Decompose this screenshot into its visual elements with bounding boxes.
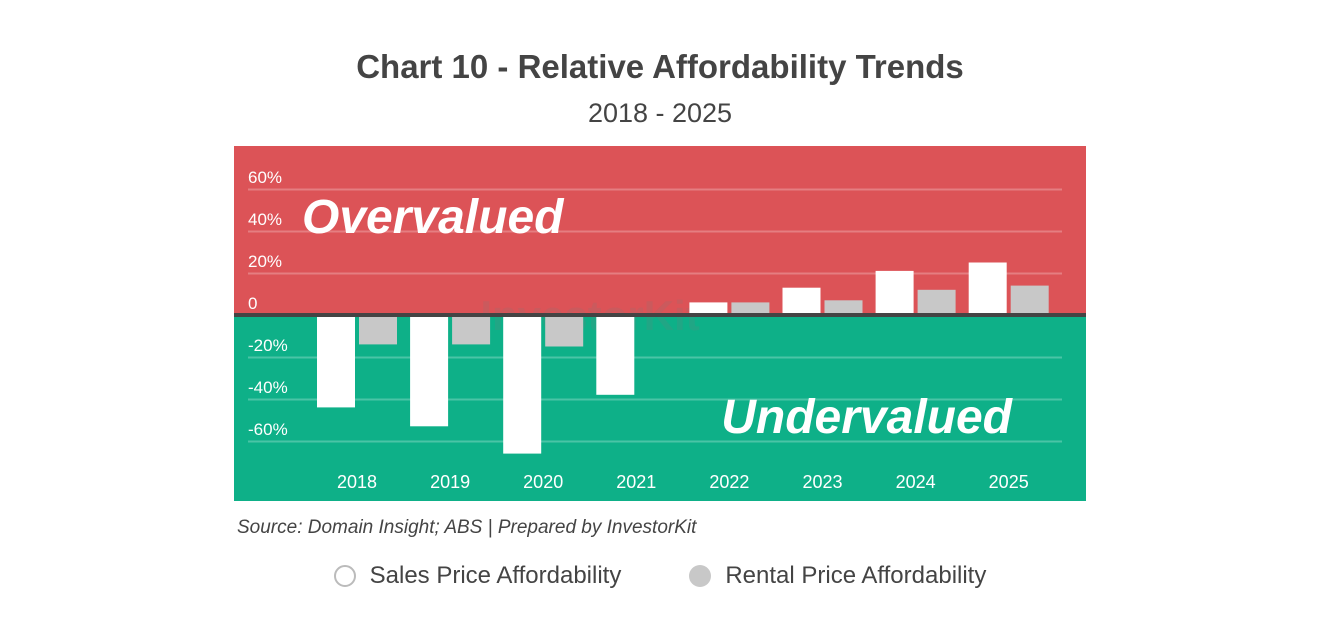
x-tick-label: 2022 — [709, 472, 749, 492]
legend-label-sales: Sales Price Affordability — [369, 562, 622, 589]
x-tick-label: 2019 — [430, 472, 470, 492]
x-tick-label: 2018 — [337, 472, 377, 492]
legend: Sales Price Affordability Rental Price A… — [0, 562, 1320, 590]
x-tick-label: 2021 — [616, 472, 656, 492]
bar-rental-2023 — [824, 300, 863, 315]
overvalued-region — [234, 146, 1086, 315]
bar-sales-2019 — [410, 315, 449, 427]
chart-subtitle: 2018 - 2025 — [587, 98, 733, 128]
bar-rental-2025 — [1010, 285, 1049, 315]
legend-item-rental[interactable]: Rental Price Affordability — [689, 562, 986, 590]
legend-swatch-sales-icon — [333, 565, 356, 587]
y-tick-label: 60% — [248, 168, 282, 187]
bar-sales-2021 — [596, 315, 635, 395]
chart-title: Chart 10 - Relative Affordability Trends — [356, 48, 964, 85]
bar-sales-2025 — [968, 262, 1007, 315]
y-tick-label: 40% — [248, 210, 282, 229]
y-tick-label: -60% — [248, 420, 288, 439]
bar-sales-2020 — [503, 315, 542, 454]
bar-rental-2018 — [359, 315, 397, 345]
bar-rental-2019 — [452, 315, 491, 345]
source-note: Source: Domain Insight; ABS | Prepared b… — [237, 517, 697, 538]
x-tick-label: 2020 — [523, 472, 563, 492]
bar-rental-2022 — [731, 302, 770, 315]
zero-line — [234, 313, 1086, 317]
bar-rental-2020 — [545, 315, 584, 347]
legend-item-sales[interactable]: Sales Price Affordability — [333, 562, 622, 590]
x-tick-label: 2023 — [802, 472, 842, 492]
x-tick-label: 2024 — [896, 472, 936, 492]
legend-label-rental: Rental Price Affordability — [725, 562, 987, 589]
bar-rental-2024 — [917, 289, 956, 315]
undervalued-region — [234, 315, 1086, 501]
overvalued-label: Overvalued — [302, 191, 565, 244]
bar-sales-2022 — [689, 302, 728, 315]
y-tick-label: 0 — [248, 294, 257, 313]
y-tick-label: -40% — [248, 378, 288, 397]
y-tick-label: -20% — [248, 336, 288, 355]
bar-sales-2018 — [317, 315, 355, 408]
undervalued-label: Undervalued — [721, 391, 1013, 444]
legend-swatch-rental-icon — [689, 565, 712, 587]
x-tick-label: 2025 — [989, 472, 1029, 492]
bar-sales-2023 — [782, 287, 821, 315]
bar-sales-2024 — [875, 270, 914, 315]
y-tick-label: 20% — [248, 252, 282, 271]
